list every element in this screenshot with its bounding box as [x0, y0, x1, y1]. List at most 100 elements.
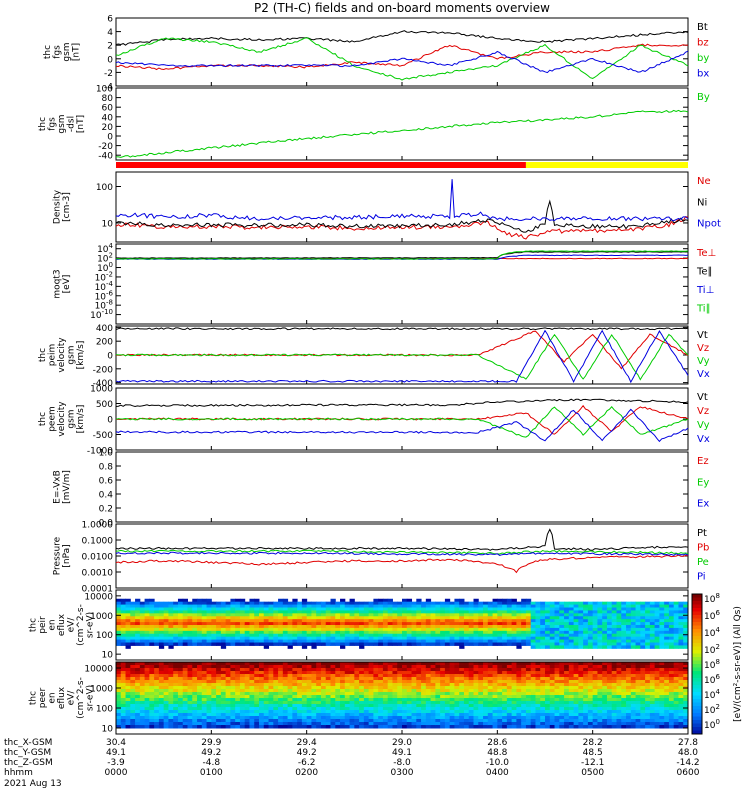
legend-by: by	[697, 53, 709, 64]
series-Vz	[115, 330, 689, 370]
y-axis-label: thc	[29, 618, 39, 632]
y-axis-label: peir	[38, 616, 48, 634]
series-Pt	[115, 528, 689, 551]
y-tick-label: 100	[97, 261, 113, 274]
y-axis-label: thc	[43, 45, 53, 59]
legend-Vx: Vx	[697, 434, 710, 445]
y-axis-label: sr-eV)	[86, 612, 96, 638]
legend-Pb: Pb	[697, 543, 709, 554]
series-Vt	[115, 398, 689, 408]
y-axis-label: gsm	[57, 114, 67, 133]
x-row-value: 48.8	[487, 748, 507, 758]
colorbar-tick: 102	[704, 703, 720, 716]
state-bar-segment	[116, 162, 526, 168]
y-tick-label: 10	[102, 219, 114, 229]
x-row-label: thc_Y-GSM	[4, 748, 51, 758]
y-tick-label: -500	[93, 431, 114, 441]
colorbar-tick: 102	[704, 643, 720, 656]
y-tick-label: 1.0	[99, 449, 114, 459]
x-row-value: -6.2	[298, 758, 316, 768]
y-tick-label: 10	[102, 651, 114, 661]
y-tick-label: 104	[97, 242, 113, 255]
legend-Ez: Ez	[697, 456, 709, 467]
x-row-value: 29.0	[392, 738, 412, 748]
y-axis-label: thc	[38, 348, 48, 362]
y-tick-label: 6	[107, 15, 113, 25]
y-axis-label: gsm	[67, 409, 77, 428]
y-tick-label: 100	[96, 85, 113, 95]
panel-frame	[115, 171, 689, 243]
x-row-value: 29.4	[297, 738, 317, 748]
y-axis-label: fgs	[52, 45, 62, 59]
x-row-value: 49.2	[297, 748, 317, 758]
y-tick-label: 0.0001	[82, 585, 114, 595]
panel-peem_velocity: 1000 500 0 -500 -1000 thc peem velocity gsm [km/s…	[38, 385, 710, 457]
page-title: P2 (TH-C) fields and on-board moments ov…	[254, 1, 550, 15]
y-axis-label: [nT]	[76, 115, 86, 133]
x-row-value: 49.2	[201, 748, 221, 758]
y-axis-label: Density	[52, 189, 62, 224]
y-tick-label: 0.2	[99, 505, 113, 515]
y-tick-label: 0	[107, 352, 113, 362]
y-tick-label: 10-6	[95, 289, 114, 302]
legend-Vt: Vt	[697, 392, 708, 403]
y-tick-label: -200	[93, 365, 114, 375]
y-axis-label: velocity	[57, 337, 67, 373]
series-Ne	[115, 216, 689, 240]
x-row-value: 49.1	[392, 748, 412, 758]
x-row-value: -4.8	[203, 758, 221, 768]
x-row-value: -12.1	[581, 758, 604, 768]
x-row-value: 49.1	[106, 748, 126, 758]
panel-frame	[115, 243, 689, 325]
y-tick-label: 10	[102, 724, 114, 734]
series-Bt	[115, 30, 689, 46]
legend-Te⊥: Te⊥	[696, 248, 716, 259]
legend-bx: bx	[697, 69, 709, 80]
y-tick-label: 100	[96, 704, 113, 714]
x-row-value: -10.0	[486, 758, 510, 768]
legend-Npot: Npot	[697, 219, 721, 230]
panel-frame	[115, 87, 689, 161]
y-tick-label: 4	[107, 28, 113, 38]
colorbar-tick: 106	[704, 609, 720, 622]
y-axis-label: peer	[38, 687, 48, 708]
y-axis-label: Pressure	[52, 536, 62, 575]
y-axis-label: E=-VxB	[52, 470, 62, 504]
y-tick-label: 10000	[84, 592, 113, 602]
y-axis-label: [nT]	[71, 43, 81, 61]
legend-Te∥: Te∥	[696, 267, 713, 278]
legend-By: By	[697, 92, 710, 103]
legend-Bt: Bt	[697, 22, 708, 33]
y-tick-label: 0.0100	[82, 553, 114, 563]
x-row-label: thc_Z-GSM	[4, 758, 53, 768]
y-axis-label: thc	[38, 412, 48, 426]
series-Ni	[115, 199, 689, 233]
y-axis-label: [mV/m]	[62, 470, 72, 504]
y-axis-label: gsm	[67, 345, 77, 364]
legend-Ne: Ne	[697, 176, 711, 187]
x-row-value: -8.0	[393, 758, 411, 768]
y-axis-label: [km/s]	[76, 341, 86, 370]
y-tick-label: 100	[96, 183, 113, 193]
x-row-value: 27.8	[678, 738, 698, 748]
colorbar-tick: 104	[704, 626, 720, 639]
x-row-value: 28.6	[487, 738, 507, 748]
x-row-value: 0000	[105, 768, 128, 778]
colorbar-tick: 104	[704, 688, 720, 701]
y-axis-label: thc	[38, 117, 48, 131]
legend-Vy: Vy	[697, 420, 710, 431]
y-axis-label: (cm^2-s-	[76, 604, 86, 646]
y-tick-label: 0	[107, 133, 113, 143]
y-axis-label: en	[48, 619, 58, 630]
y-axis-label: peem	[48, 406, 58, 432]
x-row-value: 28.2	[583, 738, 603, 748]
panel-density: 100 10 Density [cm-3] Ne Ni Npot	[52, 171, 721, 243]
y-tick-label: 1.0000	[82, 521, 114, 531]
x-row-value: 0500	[581, 768, 604, 778]
y-tick-label: 0	[107, 55, 113, 65]
y-axis-label: -dsl	[67, 116, 77, 132]
colorbar-tick: 108	[704, 592, 720, 605]
y-tick-label: -4	[104, 83, 113, 93]
